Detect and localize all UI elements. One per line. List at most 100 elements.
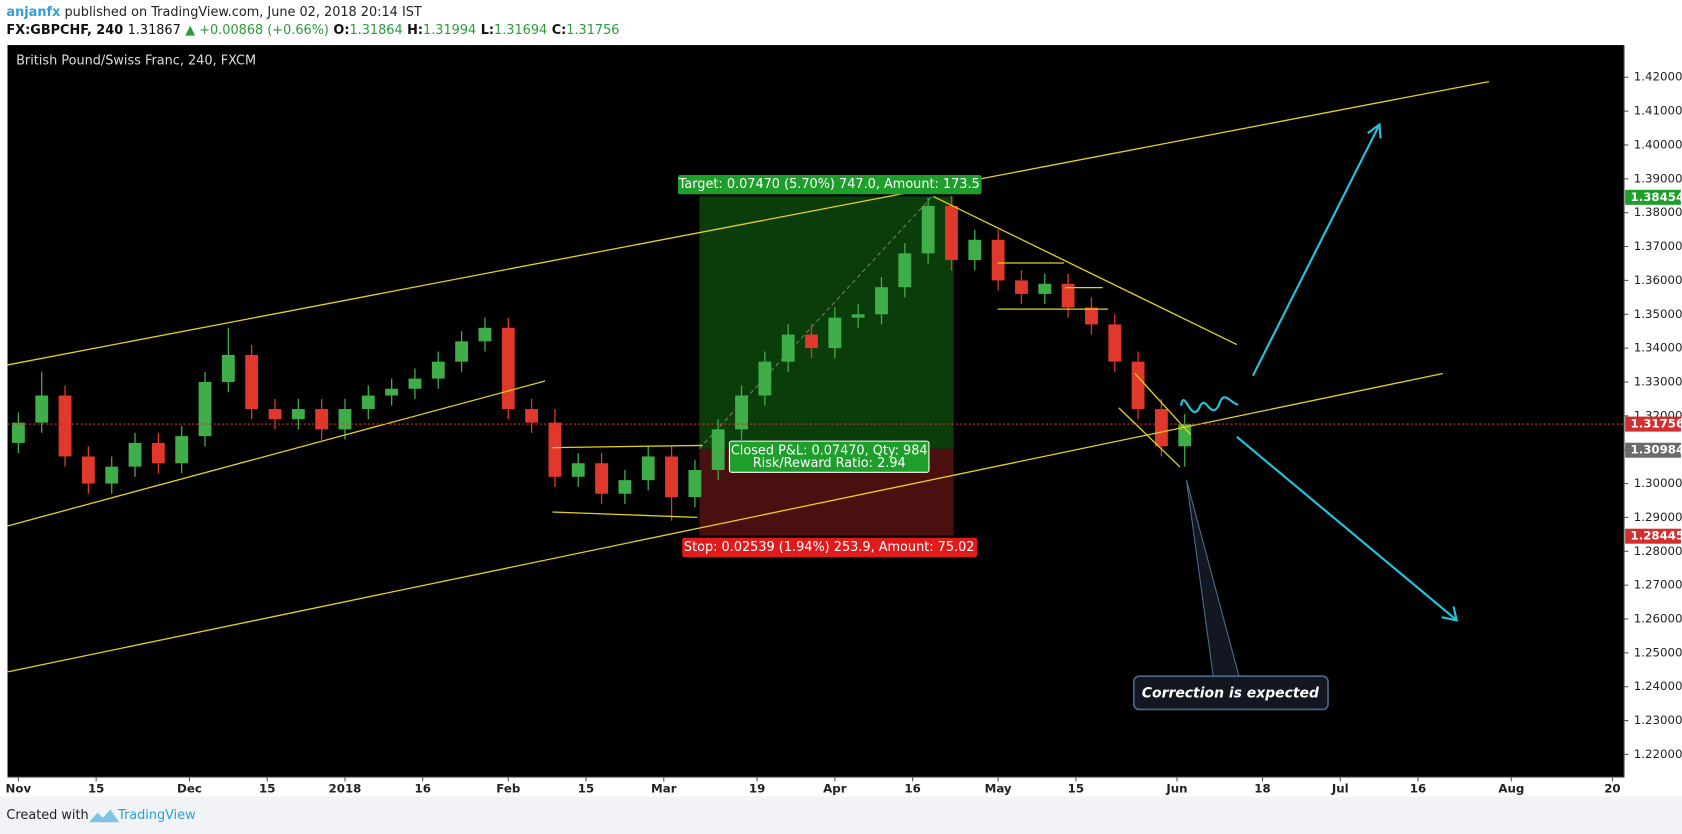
x-tick-label: 20 [1604, 781, 1620, 795]
y-tick-label: 1.30000 [1634, 476, 1682, 490]
candle-body [11, 422, 25, 443]
ohlc-value: 1.31694 [494, 23, 547, 38]
ohlc-label: H: [407, 23, 423, 38]
candle-body [571, 463, 585, 477]
candles [11, 195, 1192, 521]
resistance-line [932, 195, 1238, 346]
x-tick-label: 16 [1410, 781, 1426, 795]
candle-body [315, 409, 329, 430]
y-tick-label: 1.39000 [1634, 171, 1682, 185]
candle-body [478, 327, 492, 342]
candle-body [455, 341, 469, 362]
candle-body [1155, 409, 1168, 447]
arrow-head [1367, 122, 1382, 139]
target-label-bg [677, 174, 982, 195]
ohlc-value: 1.31756 [566, 23, 619, 38]
x-tick-label: 15 [1068, 781, 1084, 795]
header-line: anjanfx published on TradingView.com, Ju… [6, 4, 421, 19]
price-marker-bg [1625, 442, 1681, 458]
x-tick-label: 16 [415, 781, 431, 795]
candle-body [735, 395, 748, 430]
candle-body [618, 480, 632, 494]
candle-body [58, 395, 72, 457]
candle-body [408, 378, 422, 389]
channel-bottom [7, 372, 1443, 673]
x-tick-label: Jul [1331, 781, 1349, 795]
price-marker-bg [1625, 189, 1681, 205]
last-price: 1.31867 [128, 23, 181, 38]
x-tick-label: Dec [177, 781, 202, 795]
price-marker-label: 1.28445 [1631, 529, 1682, 543]
y-tick-label: 1.33000 [1634, 374, 1682, 388]
wedge-bottom [1118, 407, 1181, 468]
ohlc-value: 1.31864 [349, 23, 402, 38]
pl-label-bg [728, 440, 930, 473]
x-tick-label: Aug [1498, 781, 1524, 795]
candle-body [525, 409, 539, 423]
candle-body [641, 456, 655, 481]
candle-body [81, 456, 95, 484]
candle-body [1038, 283, 1052, 294]
candle-body [805, 334, 818, 349]
y-tick-label: 1.38000 [1634, 205, 1682, 219]
author[interactable]: anjanfx [6, 4, 61, 19]
y-tick-label: 1.27000 [1634, 578, 1682, 592]
candle-body [175, 436, 189, 464]
range-top [552, 444, 703, 449]
candle-body [851, 314, 865, 318]
channel-top [7, 80, 1490, 366]
x-tick-label: 15 [259, 781, 275, 795]
candle-body [968, 239, 982, 261]
candle-body [1085, 307, 1098, 325]
x-tick-label: Mar [651, 781, 677, 795]
candle-body [781, 334, 795, 362]
chart-title: British Pound/Swiss Franc, 240, FXCM [16, 54, 256, 69]
y-tick-label: 1.35000 [1634, 307, 1682, 321]
y-tick-label: 1.42000 [1634, 70, 1682, 84]
x-tick-label: Apr [823, 781, 847, 795]
x-tick-label: Feb [496, 781, 520, 795]
arrow-head [1441, 606, 1459, 622]
candle-body [385, 388, 399, 396]
ohlc-label: C: [552, 23, 567, 38]
candle-body [991, 239, 1005, 281]
callout: Correction is expected [1133, 479, 1329, 711]
candle-body [291, 409, 305, 420]
x-tick-label: 18 [1254, 781, 1270, 795]
up-arrow [1251, 126, 1380, 377]
wedge-top [1134, 373, 1192, 436]
candle-body [921, 205, 935, 254]
rr-label: Risk/Reward Ratio: 2.94 [753, 456, 906, 471]
support-line [7, 380, 546, 527]
projection-arrows [1179, 122, 1459, 622]
candle-body [875, 287, 888, 315]
x-tick-label: 19 [749, 781, 765, 795]
position-tool [699, 196, 954, 536]
candle-body [1015, 280, 1028, 294]
candle-body [711, 429, 725, 471]
y-tick-label: 1.25000 [1634, 645, 1682, 659]
candle-body [828, 317, 842, 349]
price-marker-label: 1.30984 [1631, 443, 1682, 457]
footer-created: Created with [6, 808, 88, 823]
change: ▲ +0.00868 (+0.66%) [185, 23, 329, 38]
footer-bar [0, 796, 1682, 834]
candle-body [898, 253, 912, 288]
candle-body [595, 463, 608, 494]
candle-body [688, 470, 702, 498]
candle-body [758, 361, 772, 396]
candle-body [548, 422, 562, 477]
y-tick-label: 1.40000 [1634, 137, 1682, 151]
y-tick-label: 1.29000 [1634, 510, 1682, 524]
candle-body [1178, 424, 1192, 447]
candle-body [338, 409, 352, 430]
candle-body [1061, 283, 1075, 308]
trade-path [699, 196, 933, 450]
candle-body [431, 361, 445, 379]
candle-body [945, 205, 958, 261]
x-tick-label: 15 [88, 781, 104, 795]
candle-body [245, 354, 259, 410]
y-tick-label: 1.23000 [1634, 713, 1682, 727]
footer-brand[interactable]: TradingView [117, 808, 196, 823]
